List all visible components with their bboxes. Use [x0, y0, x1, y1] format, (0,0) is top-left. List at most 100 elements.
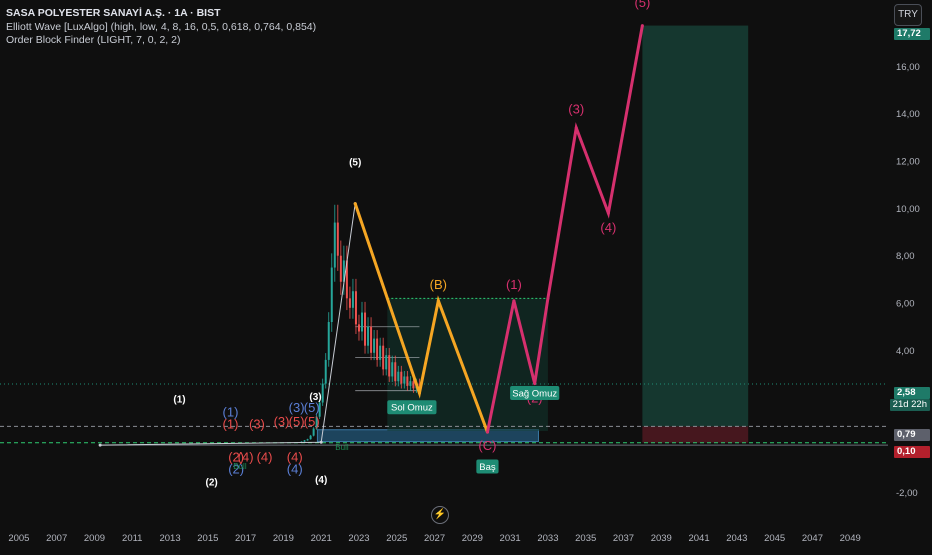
y-tick-label: 14,00 [896, 109, 920, 120]
wave-label: (3) [249, 417, 265, 432]
x-tick-label: 2009 [84, 533, 105, 544]
candle-body [403, 376, 406, 384]
series-point [640, 24, 644, 28]
x-tick-label: 2041 [688, 533, 709, 544]
pattern-label: Baş [479, 462, 496, 473]
wave-label: (3) [309, 392, 321, 403]
series-point [319, 440, 323, 444]
candle-body [303, 440, 306, 442]
series-point [353, 202, 357, 206]
indicator-order-block[interactable]: Order Block Finder (LIGHT, 7, 0, 2, 2) [6, 34, 181, 46]
chart-legend: SASA POLYESTER SANAYİ A.Ş. · 1A · BIST E… [6, 7, 316, 48]
x-tick-label: 2013 [159, 533, 180, 544]
candle-body [382, 345, 385, 370]
candle-body [412, 381, 415, 389]
candle-body [373, 338, 376, 353]
y-tick-label: 16,00 [896, 62, 920, 73]
y-tick-label: 10,00 [896, 204, 920, 215]
wave-label: (4) [238, 450, 254, 465]
series-point [485, 430, 489, 434]
symbol-title[interactable]: SASA POLYESTER SANAYİ A.Ş. · 1A · BIST [6, 7, 221, 19]
wave-label: (3) [289, 400, 305, 415]
x-tick-label: 2029 [462, 533, 483, 544]
candle-body [339, 255, 342, 282]
candles-layer [300, 204, 421, 443]
wave-label: (1) [173, 395, 185, 406]
candle-body [309, 435, 312, 440]
series-point [512, 299, 516, 303]
wave-label: (5) [304, 400, 320, 415]
x-tick-label: 2047 [802, 533, 823, 544]
x-tick-label: 2017 [235, 533, 256, 544]
x-tick-label: 2049 [840, 533, 861, 544]
x-tick-label: 2031 [500, 533, 521, 544]
series-point [574, 126, 578, 130]
candle-body [312, 428, 315, 436]
price-tag-current: 2,58 [894, 387, 930, 399]
wave-label: (2) [228, 450, 244, 465]
wave-label: (3) [274, 414, 290, 429]
wave-label: (4) [287, 462, 303, 477]
zones-layer [316, 25, 749, 443]
candle-body [406, 376, 409, 386]
wave-label: (2) [205, 477, 217, 488]
candle-body [391, 362, 394, 377]
wave-label: (4) [287, 450, 303, 465]
price-tag-stop: 0,79 [894, 429, 930, 441]
series-point [98, 443, 102, 447]
candle-body [348, 298, 351, 308]
candle-body [318, 402, 321, 417]
x-tick-label: 2033 [537, 533, 558, 544]
series-point [546, 296, 550, 300]
candle-body [397, 371, 400, 382]
bull-label: Bull [335, 443, 349, 452]
candle-body [376, 338, 379, 360]
wave-label: (B) [430, 277, 447, 292]
x-tick-label: 2027 [424, 533, 445, 544]
candle-body [364, 312, 367, 346]
labels-layer: (5)(B)(C)(1)(2)(3)(4)(5)(1)(2)(4)(3)(1)(… [173, 0, 650, 488]
candle-body [394, 362, 397, 382]
x-tick-label: 2037 [613, 533, 634, 544]
candle-body [379, 345, 382, 360]
candle-body [342, 260, 345, 282]
candle-body [370, 326, 373, 353]
y-tick-label: 4,00 [896, 346, 915, 357]
pattern-label-box [387, 400, 437, 415]
x-tick-label: 2007 [46, 533, 67, 544]
wave-label: (1) [223, 417, 239, 432]
x-tick-label: 2021 [311, 533, 332, 544]
currency-button[interactable]: TRY [894, 4, 922, 26]
candle-body [321, 383, 324, 403]
indicator-elliott-wave[interactable]: Elliott Wave [LuxAlgo] (high, low, 4, 8,… [6, 20, 317, 33]
series-wave-corrective [353, 203, 489, 433]
series-point [606, 211, 610, 215]
candle-body [327, 322, 330, 360]
y-tick-label: 6,00 [896, 299, 915, 310]
lightning-icon[interactable]: ⚡ [431, 506, 449, 524]
pattern-label-box [476, 459, 499, 474]
zone-order-block [316, 429, 539, 443]
candle-body [367, 326, 370, 346]
price-tag-countdown: 21d 22h [889, 399, 930, 411]
zone-projection-loss [642, 426, 749, 443]
x-tick-label: 2023 [348, 533, 369, 544]
y-tick-label: 8,00 [896, 251, 915, 262]
wave-label: (C) [478, 438, 496, 453]
y-tick-label: -2,00 [896, 488, 918, 499]
candle-body [336, 222, 339, 256]
axes-layer: 16,0014,0012,0010,008,006,004,002,00-2,0… [8, 62, 919, 544]
x-tick-label: 2011 [122, 533, 142, 544]
x-tick-label: 2039 [651, 533, 672, 544]
series-layer [98, 24, 644, 447]
bull-label: Bull [233, 462, 247, 471]
wave-label: (5) [304, 414, 320, 429]
series-point [436, 299, 440, 303]
x-tick-label: 2025 [386, 533, 407, 544]
candle-body [315, 416, 318, 429]
wave-label: (4) [315, 475, 327, 486]
wave-label: (3) [568, 102, 584, 117]
price-tag-entry: 0,10 [894, 446, 930, 458]
